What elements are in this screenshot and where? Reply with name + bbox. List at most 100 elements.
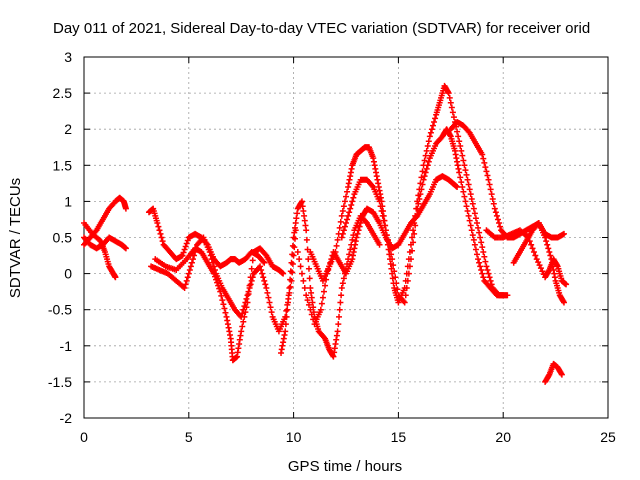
data-point-fill bbox=[480, 274, 487, 281]
data-point-fill bbox=[543, 238, 550, 245]
data-point-fill bbox=[239, 310, 246, 317]
x-tick-label: 20 bbox=[495, 429, 511, 445]
data-point bbox=[426, 133, 433, 140]
data-point-fill bbox=[301, 285, 308, 292]
data-point bbox=[420, 176, 427, 183]
data-point-fill bbox=[468, 195, 475, 202]
y-tick-label: 0.5 bbox=[53, 230, 73, 246]
series-track-14 bbox=[542, 360, 565, 385]
data-point-fill bbox=[347, 246, 354, 253]
data-point-fill bbox=[377, 203, 384, 210]
data-point bbox=[244, 299, 251, 306]
data-point-fill bbox=[425, 158, 432, 165]
data-point-fill bbox=[467, 191, 474, 198]
data-point-fill bbox=[425, 138, 432, 145]
data-point-fill bbox=[450, 114, 457, 121]
axis-ticks bbox=[83, 56, 609, 419]
data-point-fill bbox=[486, 181, 493, 188]
data-point bbox=[477, 234, 484, 241]
data-point-fill bbox=[478, 266, 485, 273]
data-point-fill bbox=[472, 215, 479, 222]
data-point-fill bbox=[460, 188, 467, 195]
data-point bbox=[456, 169, 463, 176]
data-point-fill bbox=[184, 274, 191, 281]
data-point-fill bbox=[267, 304, 274, 311]
y-tick-label: 0 bbox=[64, 266, 72, 282]
data-point-fill bbox=[184, 237, 191, 244]
chart-title: Day 011 of 2021, Sidereal Day-to-day VTE… bbox=[53, 20, 590, 37]
data-point-fill bbox=[304, 297, 311, 304]
data-point-fill bbox=[528, 241, 535, 248]
data-point bbox=[454, 183, 461, 190]
data-point-fill bbox=[358, 216, 365, 223]
data-point-fill bbox=[419, 181, 426, 188]
data-point-fill bbox=[461, 193, 468, 200]
data-point bbox=[122, 205, 129, 212]
data-point-fill bbox=[467, 222, 474, 229]
data-point-fill bbox=[287, 283, 294, 290]
data-point-fill bbox=[465, 128, 472, 135]
data-point-fill bbox=[472, 246, 479, 253]
series-track-9 bbox=[307, 82, 507, 306]
data-point-fill bbox=[391, 268, 398, 275]
data-point-fill bbox=[547, 252, 554, 259]
data-point-fill bbox=[319, 294, 326, 301]
data-point-fill bbox=[183, 277, 190, 284]
data-point-fill bbox=[156, 227, 163, 234]
data-point-fill bbox=[348, 202, 355, 209]
data-point-fill bbox=[455, 133, 462, 140]
data-point-fill bbox=[416, 195, 423, 202]
data-point bbox=[353, 234, 360, 241]
data-point bbox=[257, 263, 264, 270]
data-point-fill bbox=[465, 212, 472, 219]
data-point-fill bbox=[449, 109, 456, 116]
data-point-fill bbox=[337, 218, 344, 225]
data-point-fill bbox=[241, 313, 248, 320]
x-tick-labels: 0 5 10 15 20 25 bbox=[80, 429, 616, 445]
data-point-fill bbox=[539, 268, 546, 275]
data-point-fill bbox=[157, 230, 164, 237]
data-point-fill bbox=[546, 248, 553, 255]
data-point-fill bbox=[421, 157, 428, 164]
x-tick-label: 15 bbox=[391, 429, 407, 445]
data-point-fill bbox=[379, 212, 386, 219]
data-point-fill bbox=[185, 270, 192, 277]
data-point-fill bbox=[485, 270, 492, 277]
data-point-fill bbox=[239, 323, 246, 330]
data-point-fill bbox=[478, 239, 485, 246]
data-point-fill bbox=[456, 138, 463, 145]
data-point-fill bbox=[212, 273, 218, 280]
data-point-fill bbox=[424, 143, 431, 150]
data-point-fill bbox=[410, 227, 417, 234]
data-point-fill bbox=[285, 292, 292, 299]
data-point bbox=[560, 230, 567, 237]
data-point-fill bbox=[248, 265, 255, 272]
data-point-fill bbox=[378, 208, 385, 215]
series-track-7 bbox=[278, 198, 383, 360]
data-point-fill bbox=[246, 282, 253, 289]
data-point bbox=[491, 205, 498, 212]
data-point bbox=[464, 176, 471, 183]
data-point-fill bbox=[305, 256, 312, 263]
data-point-fill bbox=[458, 179, 465, 186]
y-axis-title: SDTVAR / TECUs bbox=[7, 178, 24, 298]
data-point-fill bbox=[218, 292, 225, 299]
data-point-fill bbox=[488, 191, 495, 198]
data-point-fill bbox=[457, 174, 464, 181]
data-point-fill bbox=[381, 222, 388, 229]
data-point-fill bbox=[283, 307, 290, 314]
data-point-fill bbox=[354, 230, 361, 237]
data-point bbox=[475, 256, 482, 263]
data-point-fill bbox=[306, 275, 313, 282]
data-point-fill bbox=[288, 259, 295, 266]
data-point-fill bbox=[480, 155, 487, 162]
data-point-fill bbox=[336, 224, 343, 231]
data-point-fill bbox=[529, 245, 536, 252]
data-point-fill bbox=[350, 232, 357, 239]
data-point-fill bbox=[393, 280, 400, 287]
data-point-fill bbox=[318, 300, 325, 307]
series-track-5 bbox=[148, 227, 299, 335]
data-point-fill bbox=[429, 122, 436, 129]
data-point-fill bbox=[339, 208, 346, 215]
data-point-fill bbox=[346, 209, 353, 216]
